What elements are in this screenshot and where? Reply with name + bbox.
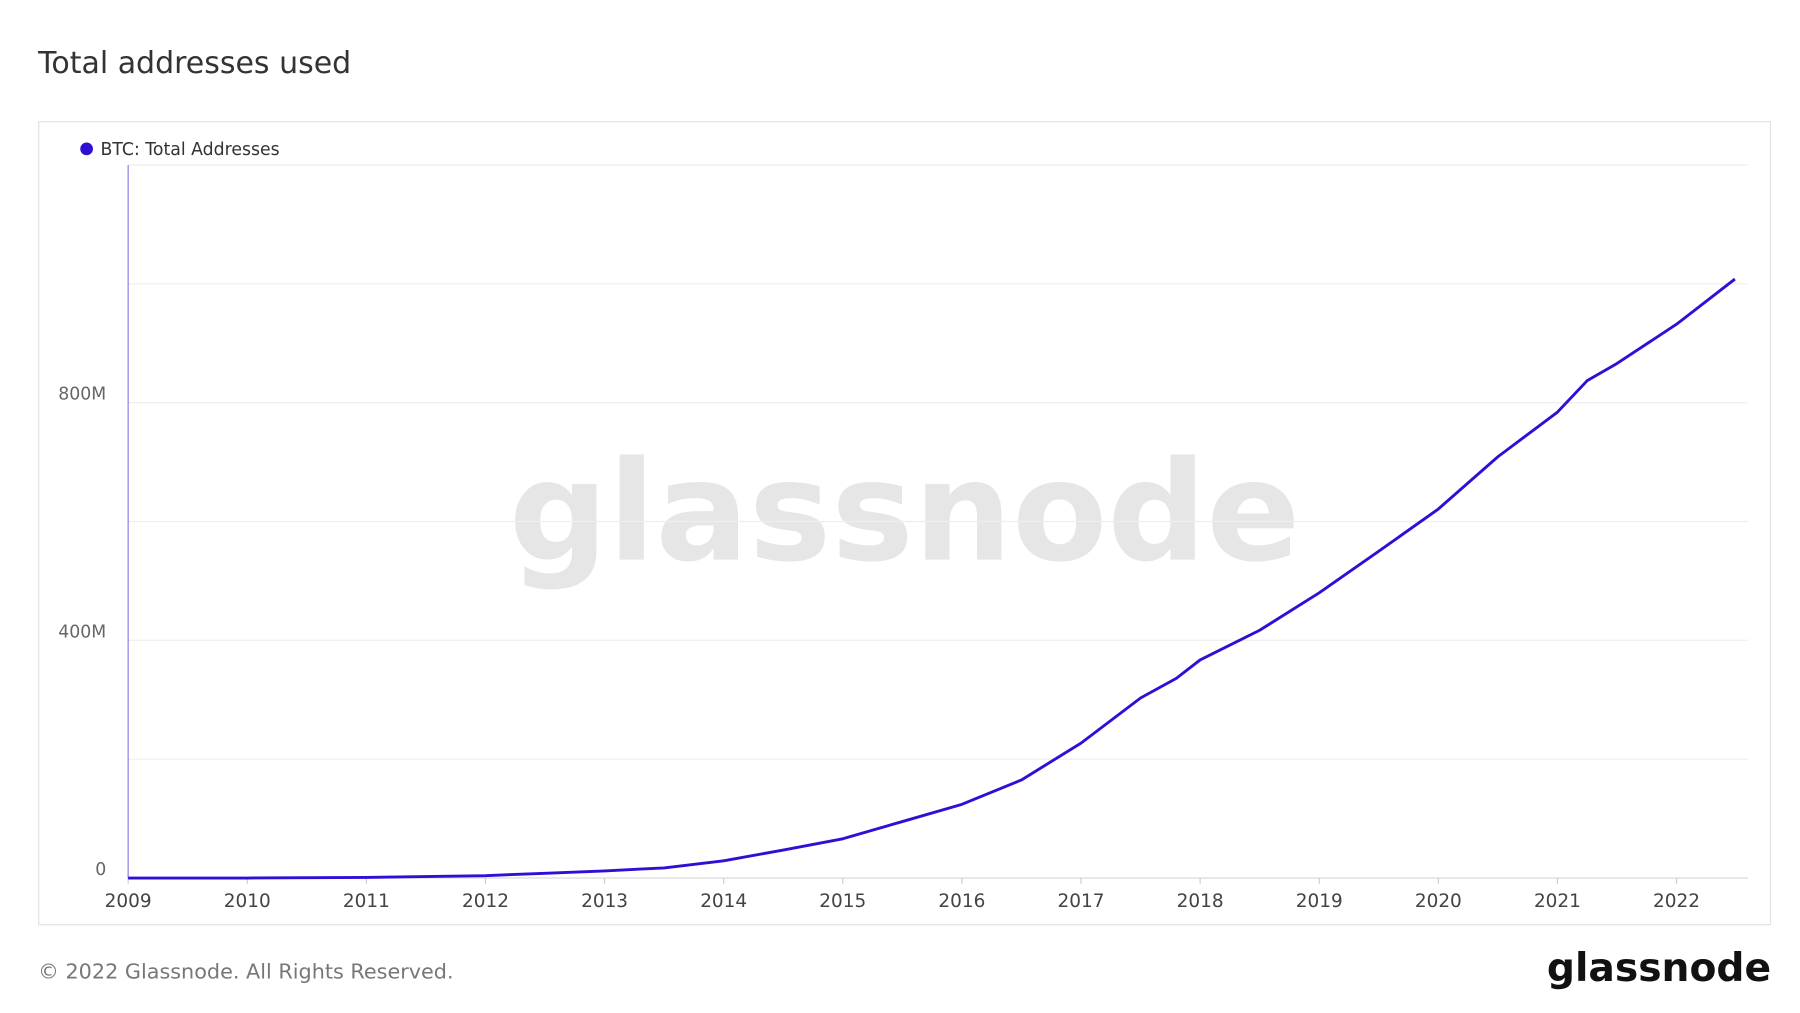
chart-title: Total addresses used [37, 46, 351, 81]
x-tick-label: 2012 [462, 891, 509, 912]
x-tick-label: 2016 [938, 891, 985, 912]
legend-label: BTC: Total Addresses [100, 140, 279, 160]
x-tick-label: 2022 [1653, 891, 1700, 912]
legend-marker [80, 142, 93, 156]
line [128, 277, 1736, 880]
x-tick-label: 2017 [1058, 891, 1105, 912]
x-tick-label: 2013 [581, 891, 628, 912]
y-tick-label: 400M [58, 622, 106, 642]
x-tick-label: 2021 [1534, 891, 1581, 912]
x-tick-label: 2009 [105, 891, 152, 912]
x-tick-label: 2010 [224, 891, 271, 912]
y-tick-label: 800M [58, 385, 106, 405]
logo: glassnode [1547, 946, 1771, 991]
x-tick-label: 2014 [700, 891, 747, 912]
footer: © 2022 Glassnode. All Rights Reserved. [38, 960, 453, 984]
x-tick-label: 2019 [1296, 891, 1343, 912]
chart-frame [38, 121, 1772, 926]
watermark: glassnode [509, 431, 1300, 593]
x-tick-label: 2011 [343, 891, 390, 912]
x-tick-label: 2020 [1415, 891, 1462, 912]
x-tick-label: 2018 [1177, 891, 1224, 912]
x-tick-label: 2015 [819, 891, 866, 912]
y-tick-label: 0 [95, 860, 106, 880]
